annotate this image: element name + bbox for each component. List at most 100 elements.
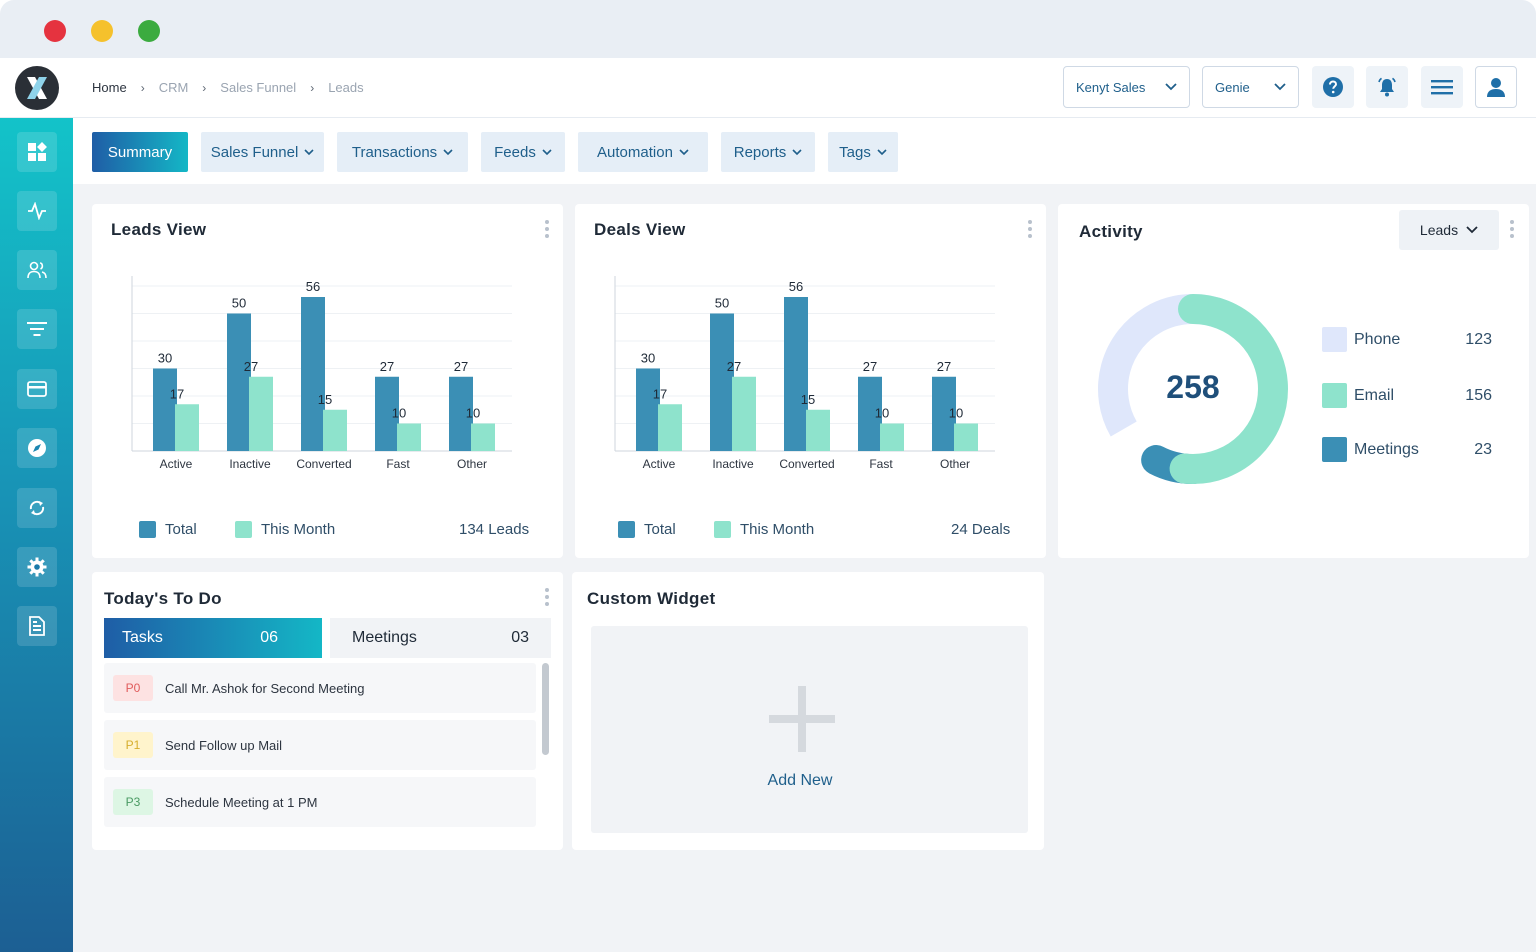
x-tick-label: Active <box>160 457 193 471</box>
legend-swatch-meetings <box>1322 437 1347 462</box>
bar-value-label: 27 <box>727 359 741 374</box>
dashboard-icon <box>28 142 47 161</box>
bar-value-label: 17 <box>170 386 184 401</box>
breadcrumb-home[interactable]: Home <box>92 80 127 95</box>
tab-label: Summary <box>107 143 173 161</box>
sidebar-item-explore[interactable] <box>17 428 57 468</box>
breadcrumb-sales-funnel[interactable]: Sales Funnel <box>220 80 297 95</box>
chevron-down-icon <box>304 148 314 155</box>
tab-transactions[interactable]: Transactions <box>337 132 468 172</box>
filter-icon <box>27 322 47 336</box>
todo-item[interactable]: P3 Schedule Meeting at 1 PM <box>104 777 536 827</box>
todo-item[interactable]: P0 Call Mr. Ashok for Second Meeting <box>104 663 536 713</box>
tab-label: Tags <box>839 143 871 161</box>
sidebar-item-settings[interactable] <box>17 547 57 587</box>
bar-this-month[interactable] <box>323 409 347 451</box>
bar-value-label: 27 <box>244 359 258 374</box>
bar-this-month[interactable] <box>471 423 495 452</box>
legend-this-month: This Month <box>235 521 335 538</box>
tab-feeds[interactable]: Feeds <box>481 132 565 172</box>
leads-view-card: Leads View 30 17 Active 50 27 Inactive 56 15 Con… <box>92 204 563 558</box>
add-widget-area[interactable]: Add New <box>591 626 1028 833</box>
todo-item[interactable]: P1 Send Follow up Mail <box>104 720 536 770</box>
menu-button[interactable] <box>1421 66 1463 108</box>
more-options-icon[interactable] <box>545 220 549 238</box>
sidebar-item-contacts[interactable] <box>17 250 57 290</box>
bar-total[interactable] <box>932 376 956 451</box>
chevron-down-icon <box>877 148 887 155</box>
sidebar-item-sync[interactable] <box>17 488 57 528</box>
deals-count: 24 <box>951 521 968 538</box>
sidebar-item-reports[interactable] <box>17 606 57 646</box>
tab-tags[interactable]: Tags <box>828 132 898 172</box>
todo-tab-meetings[interactable]: Meetings 03 <box>330 618 551 658</box>
breadcrumb-crm[interactable]: CRM <box>158 80 189 95</box>
card-title: Deals View <box>594 220 686 239</box>
bar-total[interactable] <box>227 313 251 452</box>
activity-filter-value: Leads <box>1419 222 1459 238</box>
minimize-window-button[interactable] <box>91 20 113 42</box>
tab-reports[interactable]: Reports <box>721 132 815 172</box>
todo-tab-tasks[interactable]: Tasks 06 <box>104 618 322 658</box>
bar-this-month[interactable] <box>732 376 756 451</box>
tab-summary[interactable]: Summary <box>92 132 188 172</box>
card-title: Today's To Do <box>104 589 222 608</box>
user-profile-button[interactable] <box>1475 66 1517 108</box>
leads-summary: 134 Leads <box>459 521 529 538</box>
activity-filter-select[interactable]: Leads <box>1399 210 1499 250</box>
close-window-button[interactable] <box>44 20 66 42</box>
workspace-select[interactable]: Kenyt Sales <box>1063 66 1190 108</box>
donut-slice-email[interactable] <box>1098 294 1288 484</box>
bar-total[interactable] <box>710 313 734 452</box>
module-tabs: Summary Sales Funnel Transactions Feeds … <box>73 118 1536 184</box>
more-options-icon[interactable] <box>1510 220 1514 238</box>
bar-this-month[interactable] <box>397 423 421 452</box>
legend-swatch-total <box>139 521 156 538</box>
sidebar-item-dashboard[interactable] <box>17 132 57 172</box>
more-options-icon[interactable] <box>1028 220 1032 238</box>
more-options-icon[interactable] <box>545 588 549 606</box>
window-titlebar <box>0 0 1536 58</box>
tab-automation[interactable]: Automation <box>578 132 708 172</box>
breadcrumb-leads[interactable]: Leads <box>328 80 364 95</box>
bar-total[interactable] <box>153 368 177 452</box>
main-content: Summary Sales Funnel Transactions Feeds … <box>73 118 1536 952</box>
bar-value-label: 27 <box>380 359 394 374</box>
bar-value-label: 27 <box>454 359 468 374</box>
sidebar-item-filters[interactable] <box>17 309 57 349</box>
legend-label: Total <box>644 521 676 538</box>
bar-this-month[interactable] <box>954 423 978 452</box>
chevron-down-icon <box>792 148 802 155</box>
bar-total[interactable] <box>784 297 808 451</box>
bar-total[interactable] <box>375 376 399 451</box>
bar-this-month[interactable] <box>806 409 830 451</box>
todo-tab-label: Tasks <box>122 629 163 646</box>
breadcrumb: Home › CRM › Sales Funnel › Leads <box>92 80 364 95</box>
leads-unit: Leads <box>488 521 530 538</box>
bar-total[interactable] <box>636 368 660 452</box>
bar-total[interactable] <box>301 297 325 451</box>
bot-select[interactable]: Genie <box>1202 66 1299 108</box>
todo-scrollbar[interactable] <box>542 663 549 755</box>
notifications-button[interactable] <box>1366 66 1408 108</box>
bar-value-label: 56 <box>306 279 320 294</box>
help-button[interactable] <box>1312 66 1354 108</box>
bar-total[interactable] <box>449 376 473 451</box>
maximize-window-button[interactable] <box>138 20 160 42</box>
bar-this-month[interactable] <box>175 404 199 451</box>
deals-unit: Deals <box>971 521 1011 538</box>
deals-bar-chart: 30 17 Active 50 27 Inactive 56 15 Converted 27 10 F… <box>614 276 995 471</box>
priority-badge: P0 <box>113 675 153 701</box>
bar-total[interactable] <box>858 376 882 451</box>
sidebar-item-billing[interactable] <box>17 369 57 409</box>
bar-this-month[interactable] <box>249 376 273 451</box>
bar-this-month[interactable] <box>658 404 682 451</box>
legend-swatch-month <box>235 521 252 538</box>
sidebar-item-activity[interactable] <box>17 191 57 231</box>
app-logo[interactable] <box>15 66 59 110</box>
bar-this-month[interactable] <box>880 423 904 452</box>
help-icon <box>1323 77 1343 97</box>
todo-tab-label: Meetings <box>352 629 417 646</box>
tab-sales-funnel[interactable]: Sales Funnel <box>201 132 324 172</box>
bell-icon <box>1378 77 1396 97</box>
